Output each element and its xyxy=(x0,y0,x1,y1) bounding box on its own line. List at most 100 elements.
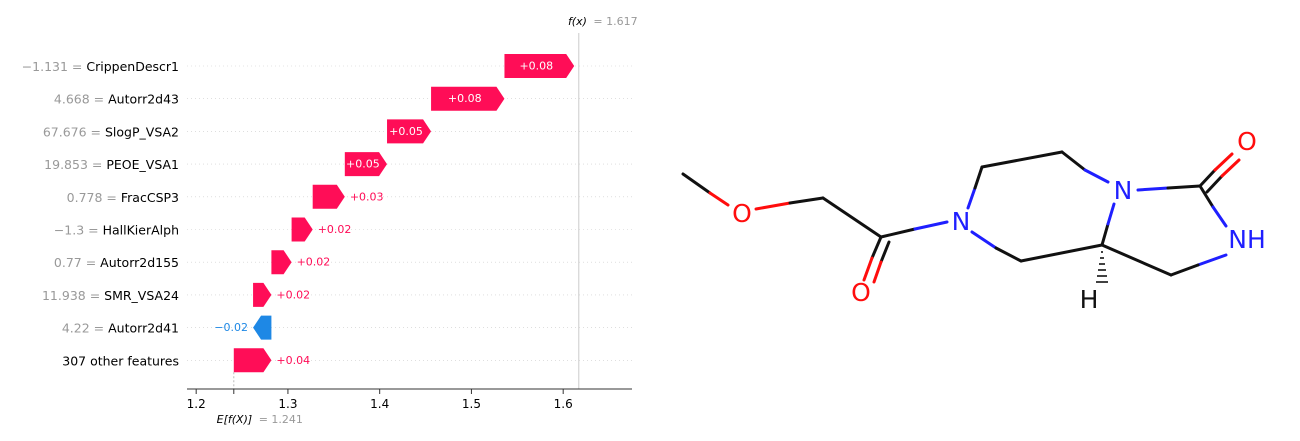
bar-value-label: +0.04 xyxy=(276,354,310,367)
waterfall-bar xyxy=(312,184,345,209)
feature-value: 67.676 = xyxy=(43,124,105,139)
x-tick-label: 1.4 xyxy=(370,397,389,411)
final-value-label: f(x) = 1.617 xyxy=(568,15,638,28)
bond xyxy=(708,191,730,207)
bond xyxy=(970,230,998,250)
bond xyxy=(1019,243,1104,263)
waterfall-bar xyxy=(431,86,505,111)
feature-name: Autorr2d41 xyxy=(108,320,179,335)
stereo-hash-bond xyxy=(1096,251,1108,283)
feature-name: HallKierAlph xyxy=(103,222,179,237)
bond xyxy=(1198,168,1217,188)
bar-value-label: +0.05 xyxy=(346,158,380,171)
bar-value-label: +0.05 xyxy=(389,125,423,138)
bond xyxy=(1100,243,1173,277)
bar-value-label: +0.02 xyxy=(297,256,331,269)
atom-oxygen-ring-carbonyl: O xyxy=(1237,127,1257,156)
bar-value-label: +0.03 xyxy=(350,190,384,203)
bond xyxy=(966,186,977,210)
feature-value: 11.938 = xyxy=(42,287,104,302)
bond xyxy=(1169,263,1200,277)
waterfall-bar xyxy=(344,152,388,177)
base-value-text: = 1.241 xyxy=(259,413,303,426)
bond xyxy=(821,196,883,239)
waterfall-bar xyxy=(271,250,292,275)
bond xyxy=(1198,184,1215,209)
bond xyxy=(980,150,1064,169)
feature-name: CrippenDescr1 xyxy=(86,59,179,74)
waterfall-bar xyxy=(233,348,272,373)
feature-name: SlogP_VSA2 xyxy=(105,124,179,139)
bar-value-label: +0.02 xyxy=(276,288,310,301)
molecule-structure: O O O N N NH H xyxy=(681,127,1266,314)
feature-label: 4.668 = Autorr2d43 xyxy=(54,91,179,106)
atom-hydrogen: H xyxy=(1080,285,1099,314)
feature-label: 19.853 = PEOE_VSA1 xyxy=(44,157,179,172)
atom-nitrogen-amide: N xyxy=(952,207,971,236)
feature-value: 0.778 = xyxy=(67,189,121,204)
atom-nh: NH xyxy=(1228,225,1266,254)
bond xyxy=(879,240,891,264)
bond xyxy=(872,260,883,284)
bond xyxy=(862,256,874,282)
bond xyxy=(1196,253,1228,267)
final-value-expr: f(x) xyxy=(568,15,587,28)
bond xyxy=(1100,222,1110,247)
feature-label: 11.938 = SMR_VSA24 xyxy=(42,287,179,302)
feature-name: PEOE_VSA1 xyxy=(106,157,179,172)
bond xyxy=(1136,186,1170,192)
base-value-expr: E[f(X)] xyxy=(217,413,253,426)
feature-label: −1.131 = CrippenDescr1 xyxy=(22,59,179,74)
feature-name: FracCSP3 xyxy=(121,189,179,204)
feature-value: 4.668 = xyxy=(54,91,108,106)
waterfall-bar xyxy=(253,282,272,307)
row-gridlines xyxy=(187,65,632,361)
bar-value-label: −0.02 xyxy=(214,321,248,334)
bond xyxy=(879,227,917,239)
bond xyxy=(1106,202,1116,226)
bars: +0.08 +0.08 +0.05 +0.05 +0.03 +0.02 +0.02 +0.02… xyxy=(214,54,575,373)
bond xyxy=(870,235,883,260)
atom-nitrogen-bridge: N xyxy=(1114,176,1133,205)
waterfall-bar xyxy=(387,119,432,144)
bond xyxy=(788,196,825,205)
bond xyxy=(1211,205,1228,228)
waterfall-bar xyxy=(291,217,313,242)
x-tick-label: 1.6 xyxy=(554,397,573,411)
bond xyxy=(1220,158,1241,178)
bond xyxy=(1213,152,1234,172)
feature-label: 4.22 = Autorr2d41 xyxy=(62,320,179,335)
bond xyxy=(1166,184,1202,190)
bond xyxy=(681,172,712,195)
final-value-text: = 1.617 xyxy=(593,15,637,28)
feature-value: 0.77 = xyxy=(54,255,100,270)
feature-value: 4.22 = xyxy=(62,320,108,335)
feature-label: 0.77 = Autorr2d155 xyxy=(54,255,179,270)
bond xyxy=(994,246,1023,263)
feature-label: 0.778 = FracCSP3 xyxy=(67,189,179,204)
feature-value: 19.853 = xyxy=(44,157,106,172)
atom-oxygen-carbonyl: O xyxy=(851,278,871,307)
feature-label: −1.3 = HallKierAlph xyxy=(54,222,179,237)
waterfall-bar xyxy=(504,54,575,78)
bond xyxy=(754,201,792,211)
x-tick-label: 1.5 xyxy=(462,397,481,411)
feature-value: −1.3 = xyxy=(54,222,103,237)
feature-label: 67.676 = SlogP_VSA2 xyxy=(43,124,179,139)
feature-name: 307 other features xyxy=(62,353,179,368)
atom-oxygen-ether: O xyxy=(732,199,752,228)
bar-value-label: +0.08 xyxy=(519,60,553,73)
bond xyxy=(973,165,984,190)
bond xyxy=(1060,150,1087,172)
shap-waterfall-chart: +0.08 +0.08 +0.05 +0.05 +0.03 +0.02 +0.02 +0.02… xyxy=(22,15,638,426)
bond xyxy=(913,220,949,231)
x-tick-label: 1.3 xyxy=(278,397,297,411)
feature-label: 307 other features xyxy=(62,353,179,368)
bar-value-label: +0.08 xyxy=(448,92,482,105)
feature-value: −1.131 = xyxy=(22,59,87,74)
x-tick-label: 1.2 xyxy=(187,397,206,411)
feature-labels: −1.131 = CrippenDescr1 4.668 = Autorr2d43… xyxy=(22,59,179,368)
bar-value-label: +0.02 xyxy=(318,223,352,236)
x-axis: 1.2 1.3 1.4 1.5 1.6 xyxy=(187,388,632,411)
base-value-label: E[f(X)] = 1.241 xyxy=(217,413,303,426)
